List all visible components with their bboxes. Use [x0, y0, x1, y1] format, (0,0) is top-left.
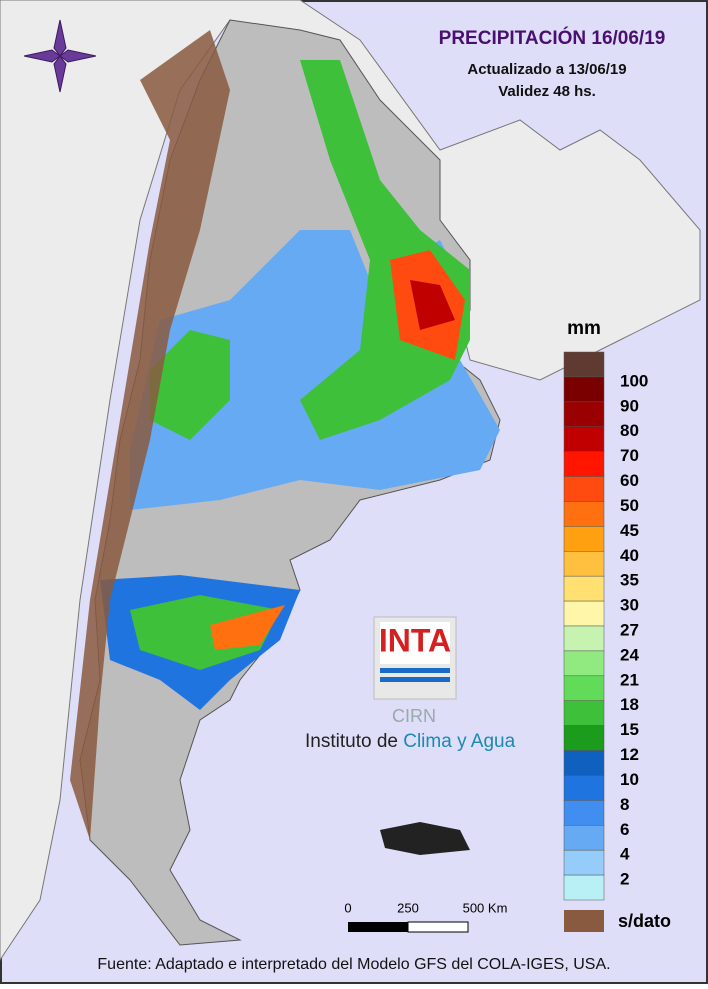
- no-data-label: s/dato: [618, 911, 671, 931]
- legend-unit: mm: [567, 318, 601, 339]
- title: PRECIPITACIÓN 16/06/19: [439, 27, 666, 49]
- legend-label: 100: [620, 371, 648, 390]
- scale-segment: [407, 921, 469, 933]
- legend-label: 10: [620, 770, 639, 789]
- no-data-zone: [70, 30, 230, 840]
- legend-label: 45: [620, 521, 639, 540]
- legend-swatch: [563, 426, 605, 452]
- legend-label: 12: [620, 745, 639, 764]
- legend-label: 2: [620, 870, 629, 889]
- legend-label: 18: [620, 695, 639, 714]
- legend-label: 35: [620, 571, 639, 590]
- legend-swatch: [563, 625, 605, 652]
- islands: [380, 822, 470, 855]
- legend-swatch: [563, 874, 605, 901]
- footer: Fuente: Adaptado e interpretado del Mode…: [97, 956, 610, 973]
- legend-swatch: [563, 849, 605, 876]
- institute-b: Clima y Agua: [403, 731, 515, 752]
- logo-unit: CIRN: [392, 706, 436, 726]
- legend-label: 40: [620, 546, 639, 565]
- logo-stripe: [380, 668, 450, 673]
- legend-label: 6: [620, 820, 629, 839]
- scale-label: 500 Km: [463, 900, 508, 915]
- logo-stripe: [380, 677, 450, 682]
- rain-zone: [150, 330, 230, 440]
- updated: Actualizado a 13/06/19: [467, 61, 626, 78]
- legend-swatch: [563, 775, 605, 801]
- institute-a: Instituto de: [305, 731, 403, 752]
- logo-brand: INTA: [379, 622, 451, 658]
- legend-swatch: [563, 501, 605, 527]
- legend-label: 21: [620, 670, 639, 689]
- legend: 100 90 80 70 60 50 45 40 35 30 27 24 21 18 15 12 10 8 6 4 2: [563, 351, 648, 901]
- logo-panel: [380, 622, 450, 664]
- compass: [23, 19, 97, 93]
- validity: Validez 48 hs.: [498, 83, 596, 100]
- institute: Instituto de Clima y Agua: [305, 731, 516, 752]
- legend-swatch: [563, 376, 605, 403]
- legend-swatch: [563, 825, 605, 851]
- legend-label: 80: [620, 421, 639, 440]
- legend-swatch: [563, 750, 605, 776]
- legend-swatch: [563, 476, 605, 502]
- legend-label: 15: [620, 720, 639, 739]
- scale-label: 0: [344, 900, 351, 915]
- legend-swatch: [563, 551, 605, 577]
- scale-segment: [348, 922, 408, 932]
- legend-swatch: [563, 650, 605, 677]
- legend-label: 50: [620, 496, 639, 515]
- legend-swatch: [563, 800, 605, 826]
- rain-zone: [210, 605, 285, 650]
- legend-swatch: [563, 675, 605, 701]
- legend-label: 4: [620, 845, 630, 864]
- legend-swatch: [563, 526, 605, 552]
- legend-swatch: [563, 401, 605, 427]
- legend-label: 8: [620, 795, 629, 814]
- rain-zone: [130, 595, 280, 670]
- legend-swatch: [563, 600, 605, 627]
- legend-label: 60: [620, 471, 639, 490]
- legend-swatch: [563, 700, 605, 726]
- scale-label: 250: [397, 900, 419, 915]
- legend-label: 27: [620, 620, 639, 639]
- legend-label: 30: [620, 596, 639, 615]
- legend-label: 90: [620, 396, 639, 415]
- legend-swatch: [563, 725, 605, 751]
- rain-zone: [410, 280, 455, 330]
- legend-swatch: [563, 351, 605, 378]
- legend-label: 70: [620, 446, 639, 465]
- legend-swatch: [563, 451, 605, 477]
- legend-label: 24: [620, 645, 639, 664]
- legend-swatch: [563, 575, 605, 602]
- no-data-swatch: [564, 910, 604, 932]
